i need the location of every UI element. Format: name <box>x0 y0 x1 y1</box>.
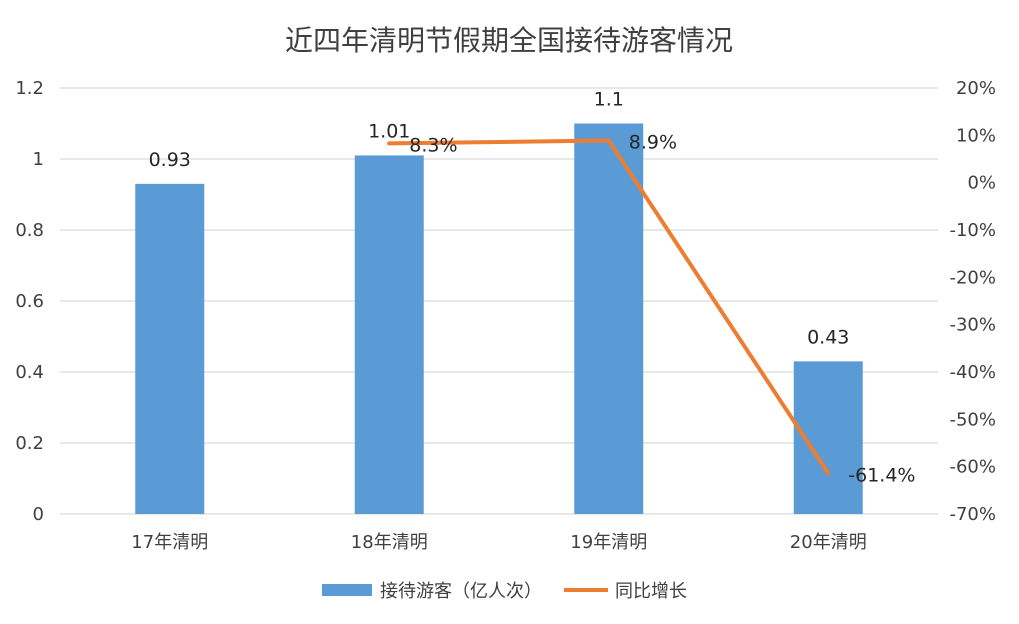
bar-data-label: 1.1 <box>594 89 624 111</box>
bar-data-label: 0.43 <box>807 326 849 348</box>
growth-point <box>387 141 392 146</box>
bars <box>135 123 863 514</box>
left-tick-label: 0.4 <box>15 362 44 383</box>
growth-data-label: 8.3% <box>409 134 457 156</box>
growth-line <box>387 138 831 476</box>
category-label: 20年清明 <box>790 532 867 553</box>
bar <box>135 183 205 514</box>
right-tick-label: -50% <box>949 409 996 430</box>
growth-data-label: 8.9% <box>629 132 677 154</box>
legend-bar-label: 接待游客（亿人次） <box>380 581 542 602</box>
right-tick-label: 20% <box>956 78 996 99</box>
data-labels: 0.93 1.01 1.1 0.43 8.3% 8.9% -61.4% <box>149 89 916 487</box>
legend-line-label: 同比增长 <box>615 581 687 602</box>
right-axis: -70% -60% -50% -40% -30% -20% -10% 0% 10% 20% <box>949 78 996 525</box>
bar <box>574 123 644 514</box>
right-tick-label: -60% <box>949 457 996 478</box>
left-tick-label: 1.2 <box>15 78 44 99</box>
category-label: 18年清明 <box>351 532 428 553</box>
right-tick-label: 10% <box>956 125 996 146</box>
left-axis: 0 0.2 0.4 0.6 0.8 1 1.2 <box>15 78 44 525</box>
left-tick-label: 0.2 <box>15 433 44 454</box>
chart-title: 近四年清明节假期全国接待游客情况 <box>285 24 733 57</box>
left-tick-label: 0 <box>33 504 44 525</box>
legend: 接待游客（亿人次） 同比增长 <box>322 581 687 602</box>
category-label: 19年清明 <box>570 532 647 553</box>
bar <box>354 155 424 514</box>
gridlines <box>60 87 938 515</box>
left-tick-label: 1 <box>33 149 44 170</box>
right-tick-label: -40% <box>949 362 996 383</box>
left-tick-label: 0.8 <box>15 220 44 241</box>
category-axis: 17年清明 18年清明 19年清明 20年清明 <box>131 532 866 553</box>
legend-bar-swatch <box>322 584 372 596</box>
growth-data-label: -61.4% <box>848 464 915 486</box>
bar-data-label: 1.01 <box>368 120 410 142</box>
growth-point <box>826 471 831 476</box>
right-tick-label: -70% <box>949 504 996 525</box>
right-tick-label: -10% <box>949 220 996 241</box>
right-tick-label: -30% <box>949 315 996 336</box>
right-tick-label: -20% <box>949 267 996 288</box>
left-tick-label: 0.6 <box>15 291 44 312</box>
category-label: 17年清明 <box>131 532 208 553</box>
right-tick-label: 0% <box>967 173 996 194</box>
bar-data-label: 0.93 <box>149 149 191 171</box>
growth-point <box>606 138 611 143</box>
